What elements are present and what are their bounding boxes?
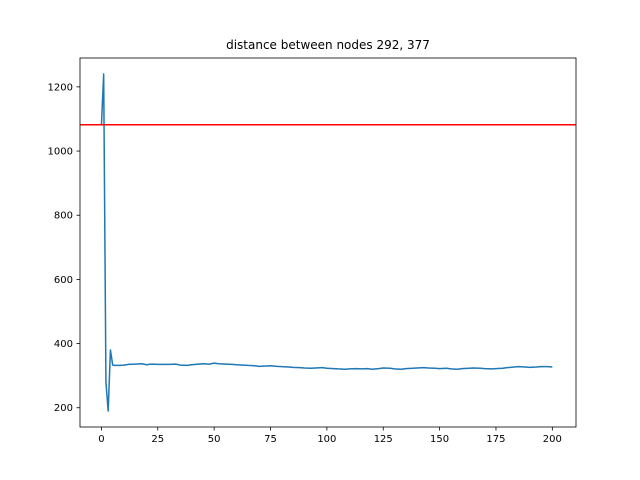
y-tick-label: 1000 <box>48 147 73 158</box>
x-tick-label: 75 <box>264 434 277 445</box>
axes-layer: 0 25 50 75 100 125 150 175 200 200 400 600 800 1000 12… <box>48 57 577 445</box>
x-tick-label: 100 <box>317 434 336 445</box>
x-tick-label: 175 <box>486 434 505 445</box>
x-tick-label: 200 <box>543 434 562 445</box>
y-tick-label: 1200 <box>48 82 73 93</box>
axes-frame <box>79 57 577 428</box>
x-tick-label: 125 <box>374 434 393 445</box>
y-tick-label: 800 <box>54 211 73 222</box>
y-tick-label: 400 <box>54 339 73 350</box>
x-tick-label: 150 <box>430 434 449 445</box>
x-tick-label: 0 <box>98 434 104 445</box>
x-tick-label: 50 <box>208 434 221 445</box>
plot-layer <box>80 73 576 412</box>
y-tick-label: 600 <box>54 275 73 286</box>
chart-title: distance between nodes 292, 377 <box>226 38 430 52</box>
x-tick-label: 25 <box>151 434 164 445</box>
series-line-0 <box>100 73 553 412</box>
y-tick-label: 200 <box>54 403 73 414</box>
